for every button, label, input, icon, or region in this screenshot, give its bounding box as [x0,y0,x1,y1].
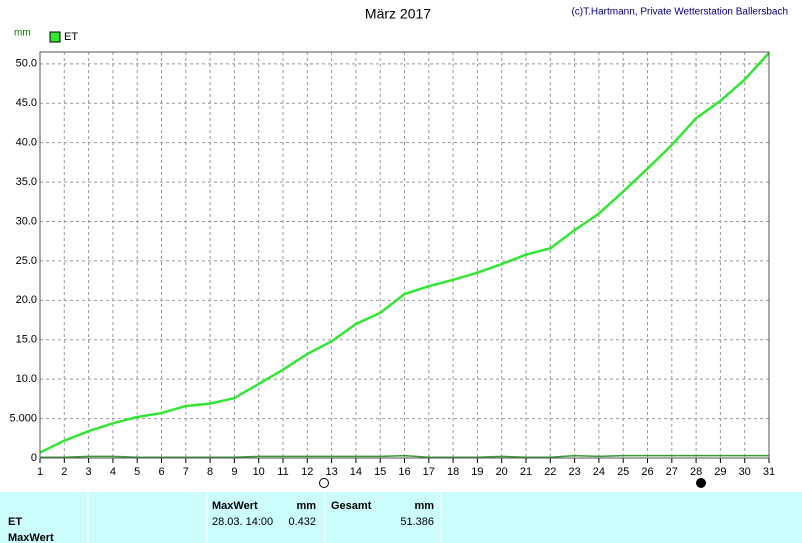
y-tick-label: 15.0 [16,334,37,346]
col-unit: mm [414,500,434,512]
x-tick-label: 14 [350,466,362,478]
x-tick-label: 6 [158,466,164,478]
credit: (c)T.Hartmann, Private Wetterstation Bal… [571,7,788,18]
x-tick-label: 15 [374,466,386,478]
x-tick-label: 27 [666,466,678,478]
y-tick-label: 30.0 [16,215,37,227]
y-tick-label: 40.0 [16,137,37,149]
chart-title: März 2017 [365,6,431,22]
x-tick-label: 7 [183,466,189,478]
y-tick-label: 20.0 [16,294,37,306]
y-tick-label: 50.0 [16,58,37,70]
x-tick-label: 10 [253,466,265,478]
legend-swatch [49,31,61,43]
x-tick-label: 8 [207,466,213,478]
y-unit: mm [14,28,31,39]
legend-label: ET [64,31,78,43]
x-tick-label: 3 [86,466,92,478]
x-tick-label: 2 [61,466,67,478]
series-line [40,454,769,458]
x-tick-label: 4 [110,466,116,478]
x-tick-label: 18 [447,466,459,478]
x-tick-label: 28 [690,466,702,478]
col-unit: mm [296,500,316,512]
x-tick-label: 30 [739,466,751,478]
y-tick-label: 10.0 [16,373,37,385]
max-value: 0.432 [288,516,316,528]
summary-bg [0,492,802,543]
x-tick-label: 25 [617,466,629,478]
x-tick-label: 16 [398,466,410,478]
plot: 0 5.000 10.0 15.0 20.0 25.0 30.0 35.0 40.0 45.0 50… [9,51,775,478]
x-tick-label: 12 [301,466,313,478]
x-tick-label: 20 [496,466,508,478]
plot-frame [39,51,770,459]
summary-dividers [87,492,442,543]
total-value: 51.386 [400,516,434,528]
x-tick-label: 9 [231,466,237,478]
x-tick-label: 5 [134,466,140,478]
x-tick-label: 29 [714,466,726,478]
x-tick-label: 26 [641,466,653,478]
row-label: ET [8,516,22,528]
y-tick-label: 5.000 [9,412,37,424]
x-tick-label: 24 [593,466,605,478]
x-tick-label: 1 [37,466,43,478]
max-time: 28.03. 14:00 [212,516,273,528]
y-tick-label: 35.0 [16,176,37,188]
marker-filled [696,478,706,488]
y-tick-label: 45.0 [16,97,37,109]
x-tick-label: 13 [325,466,337,478]
x-tick-label: 23 [568,466,580,478]
x-tick-label: 19 [471,466,483,478]
row-label: MaxWert [8,532,54,543]
series-line [39,51,770,454]
x-tick-label: 11 [277,466,288,478]
marker-open [319,478,329,488]
x-tick-label: 21 [520,466,532,478]
x-tick-label: 17 [423,466,435,478]
y-tick-label: 25.0 [16,255,37,267]
col-header: MaxWert [212,500,258,512]
y-tick-label: 0 [31,452,37,464]
x-tick-label: 31 [763,466,775,478]
col-header: Gesamt [331,500,372,512]
x-tick-label: 22 [544,466,556,478]
